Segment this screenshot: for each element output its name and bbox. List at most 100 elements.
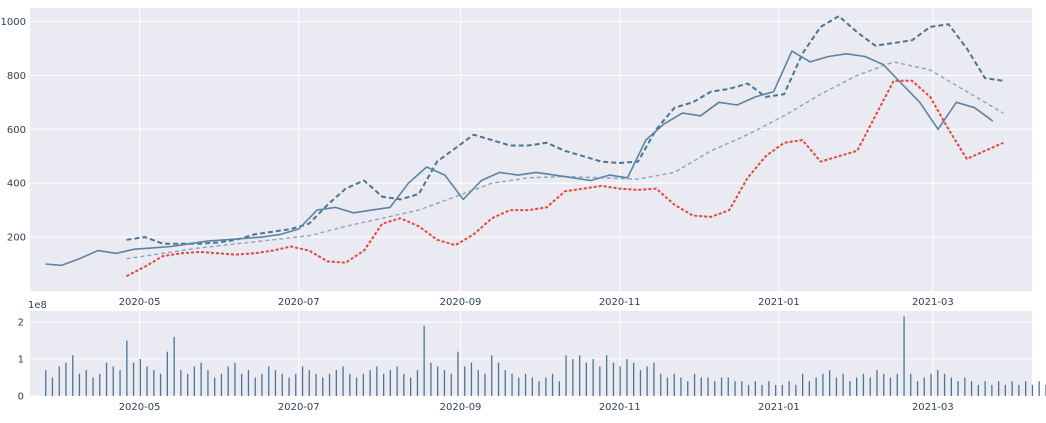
volume-bar bbox=[896, 373, 898, 396]
volume-bar bbox=[524, 373, 527, 396]
volume-bar bbox=[274, 370, 277, 396]
price-grid bbox=[30, 8, 1032, 291]
volume-bar bbox=[362, 373, 364, 396]
volume-bar bbox=[977, 384, 979, 396]
volume-bar bbox=[991, 384, 993, 396]
volume-bar bbox=[633, 362, 635, 396]
volume-bar bbox=[815, 377, 817, 396]
price-x-tick-label: 2020-09 bbox=[440, 297, 482, 308]
volume-bar bbox=[916, 381, 919, 396]
volume-bar bbox=[437, 366, 439, 396]
volume-bar bbox=[673, 373, 675, 396]
volume-bar bbox=[166, 351, 168, 396]
volume-bar bbox=[646, 366, 648, 396]
volume-bar bbox=[551, 373, 554, 396]
volume-bar bbox=[261, 373, 263, 396]
volume-bar bbox=[869, 377, 871, 396]
volume-bar bbox=[247, 370, 250, 396]
volume-bar bbox=[403, 373, 405, 396]
volume-bar bbox=[572, 359, 574, 396]
volume-bar bbox=[700, 377, 702, 396]
volume-bar bbox=[1011, 381, 1013, 396]
volume-bar bbox=[1004, 384, 1006, 396]
volume-bar bbox=[416, 370, 419, 396]
volume-bar bbox=[173, 336, 175, 396]
volume-bar bbox=[829, 370, 831, 396]
volume-bar bbox=[146, 366, 148, 396]
volume-bar bbox=[207, 370, 209, 396]
volume-bar bbox=[707, 377, 709, 396]
volume-bar bbox=[112, 366, 114, 396]
volume-bar bbox=[464, 366, 466, 396]
volume-y-tick-label: 0 bbox=[18, 392, 24, 403]
volume-bar bbox=[876, 370, 878, 396]
price-y-tick-label: 400 bbox=[7, 179, 26, 190]
price-x-tick-label: 2020-07 bbox=[278, 297, 320, 308]
volume-scale-label: 1e8 bbox=[28, 300, 47, 311]
volume-bar bbox=[579, 355, 581, 396]
volume-bar bbox=[606, 355, 608, 396]
price-x-tick-label: 2020-11 bbox=[599, 297, 641, 308]
volume-bar bbox=[241, 373, 243, 396]
volume-bar bbox=[998, 381, 1000, 396]
volume-panel: 012 2020-05 2020-07 2020-09 2020-11 2021-01 2… bbox=[18, 300, 1046, 413]
volume-y-tick-label: 2 bbox=[18, 318, 24, 329]
volume-bar bbox=[741, 381, 743, 396]
volume-bar bbox=[943, 373, 946, 396]
volume-bar bbox=[775, 384, 777, 396]
volume-bar bbox=[862, 373, 865, 396]
volume-bar bbox=[308, 370, 310, 396]
volume-x-tick-label: 2020-11 bbox=[599, 402, 641, 413]
volume-bar bbox=[970, 381, 973, 396]
volume-bar bbox=[599, 366, 601, 396]
volume-x-tick-label: 2020-09 bbox=[440, 402, 482, 413]
volume-bar bbox=[254, 377, 256, 396]
volume-bar bbox=[930, 373, 932, 396]
volume-bar bbox=[396, 366, 398, 396]
volume-bar bbox=[349, 373, 351, 396]
volume-bar bbox=[856, 377, 858, 396]
volume-bar bbox=[457, 351, 459, 396]
volume-bar bbox=[85, 370, 87, 396]
volume-bar bbox=[734, 381, 736, 396]
volume-bar bbox=[78, 373, 81, 396]
volume-bar bbox=[842, 373, 844, 396]
volume-bar bbox=[565, 355, 567, 396]
price-y-tick-label: 200 bbox=[7, 233, 26, 244]
volume-bar bbox=[470, 362, 473, 396]
volume-bar bbox=[653, 362, 655, 396]
volume-x-tick-label: 2021-01 bbox=[758, 402, 800, 413]
volume-bar bbox=[761, 384, 763, 396]
volume-bar bbox=[768, 381, 770, 396]
volume-bar bbox=[153, 370, 155, 396]
volume-bar bbox=[281, 373, 283, 396]
volume-x-axis: 2020-05 2020-07 2020-09 2020-11 2021-01 2021-… bbox=[119, 402, 954, 413]
volume-bar bbox=[443, 370, 446, 396]
volume-bar bbox=[889, 377, 892, 396]
volume-bar bbox=[538, 381, 540, 396]
volume-bar bbox=[92, 377, 94, 396]
price-y-tick-label: 1000 bbox=[1, 17, 26, 28]
volume-bar bbox=[355, 377, 358, 396]
volume-bar bbox=[139, 359, 141, 396]
price-y-tick-label: 600 bbox=[7, 125, 26, 136]
volume-bar bbox=[301, 366, 304, 396]
volume-bar bbox=[369, 370, 371, 396]
volume-bar bbox=[497, 362, 500, 396]
volume-bar bbox=[693, 373, 696, 396]
volume-bar bbox=[119, 370, 121, 396]
volume-bar bbox=[626, 359, 628, 396]
volume-bar bbox=[200, 362, 202, 396]
volume-bar bbox=[410, 377, 412, 396]
volume-bar bbox=[58, 366, 60, 396]
volume-bar bbox=[430, 362, 432, 396]
volume-bar bbox=[328, 373, 331, 396]
volume-bar bbox=[964, 377, 966, 396]
volume-bar bbox=[754, 381, 756, 396]
price-y-tick-label: 800 bbox=[7, 71, 26, 82]
volume-bar bbox=[180, 370, 182, 396]
volume-x-tick-label: 2021-03 bbox=[912, 402, 954, 413]
volume-bar bbox=[545, 377, 547, 396]
